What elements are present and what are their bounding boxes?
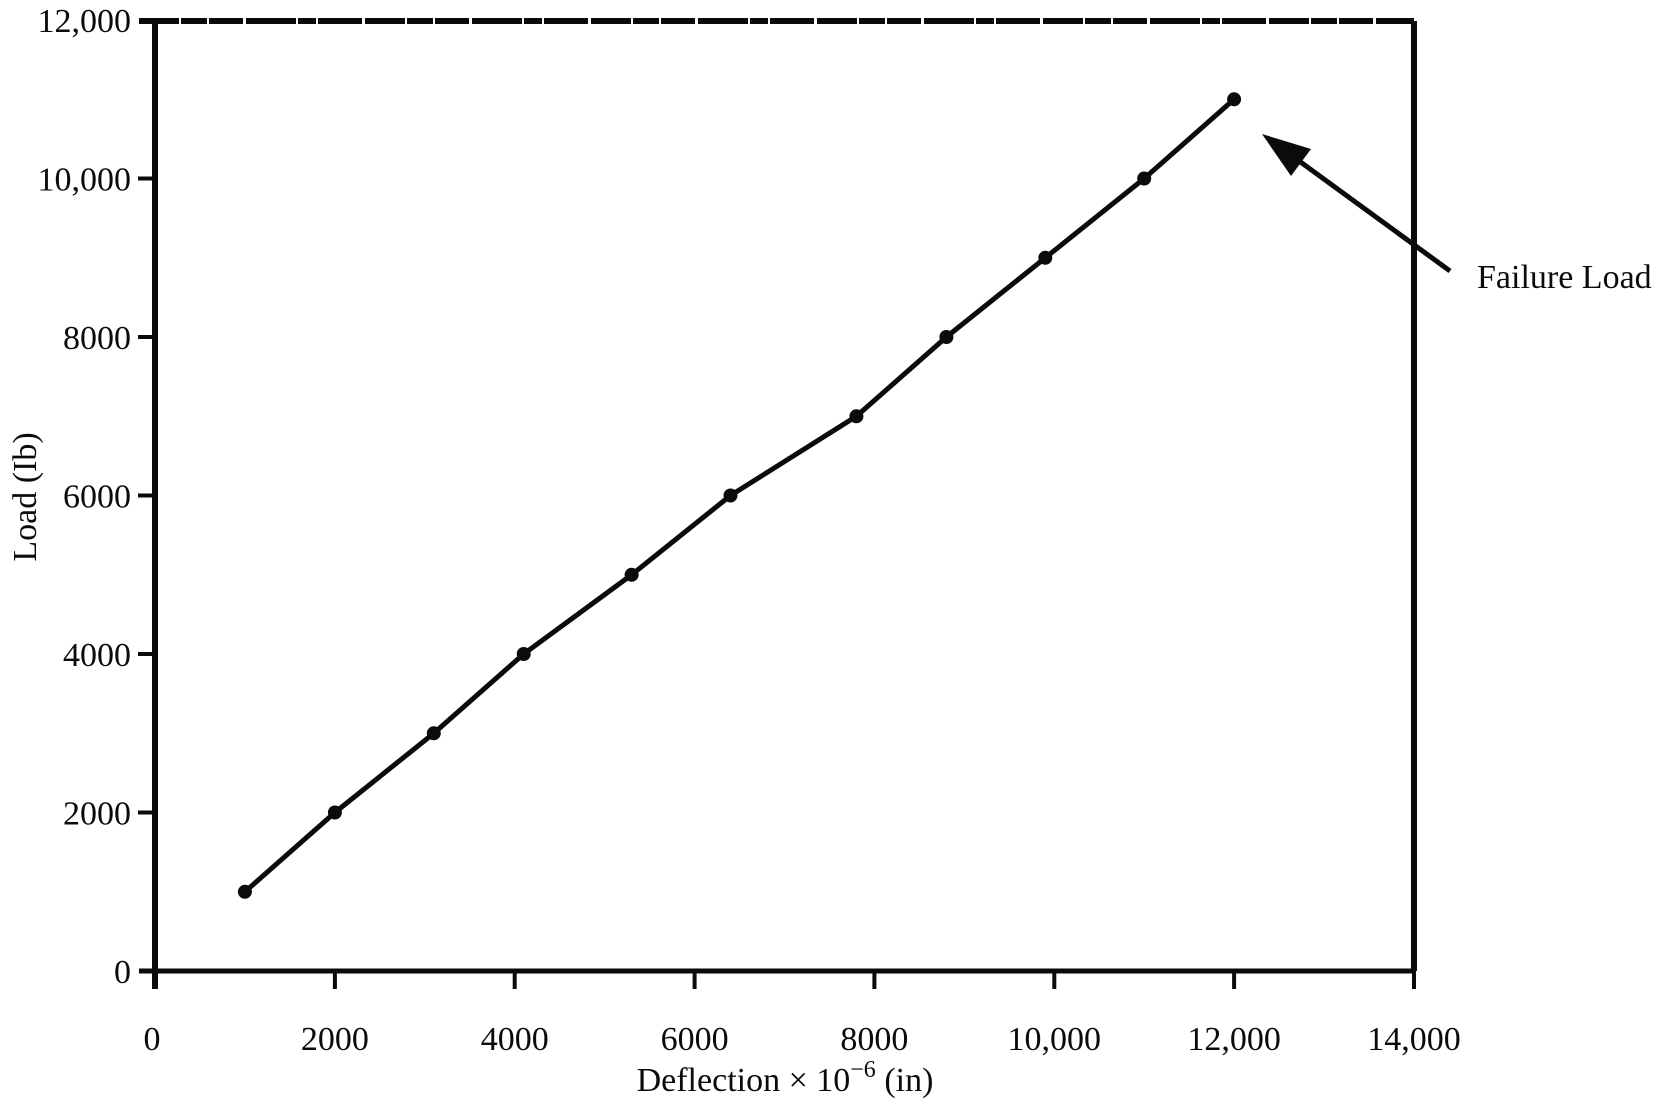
y-tick-label: 4000 xyxy=(63,637,131,674)
y-axis-title: Load (Ib) xyxy=(7,432,44,561)
x-tick-label: 8000 xyxy=(840,1021,908,1058)
data-point-marker xyxy=(723,488,738,503)
x-tick-label: 2000 xyxy=(301,1021,369,1058)
data-point-marker xyxy=(1137,171,1152,186)
y-tick-marks xyxy=(138,176,155,815)
x-axis-title-prefix: Deflection × 10 xyxy=(637,1062,851,1099)
failure-load-arrow xyxy=(1262,134,1452,274)
data-point-marker xyxy=(1227,92,1242,107)
x-axis-title-suffix: (in) xyxy=(876,1062,934,1099)
x-tick-label: 6000 xyxy=(661,1021,729,1058)
data-point-marker xyxy=(237,884,252,899)
data-point-marker xyxy=(939,330,954,344)
x-tick-label: 4000 xyxy=(481,1021,549,1058)
x-tick-label: 10,000 xyxy=(1008,1021,1102,1058)
data-point-marker xyxy=(1038,250,1053,265)
plot-frame xyxy=(139,18,1417,989)
x-tick-label: 0 xyxy=(144,1021,161,1058)
data-line xyxy=(242,96,1237,895)
x-axis-title-superscript: −6 xyxy=(850,1057,876,1083)
x-axis-title: Deflection × 10−6 (in) xyxy=(637,1057,934,1099)
data-point-marker xyxy=(426,726,441,741)
y-tick-label: 8000 xyxy=(63,320,131,357)
arrow-head-icon xyxy=(1262,134,1311,176)
y-tick-labels: 12,000 10,000 8000 6000 4000 2000 0 xyxy=(38,3,132,991)
y-tick-label: 12,000 xyxy=(38,3,132,40)
x-tick-marks xyxy=(332,971,1416,989)
data-point-marker xyxy=(849,409,864,424)
data-point-marker xyxy=(516,647,531,661)
data-point-marker xyxy=(624,567,639,582)
y-tick-label: 6000 xyxy=(63,479,131,516)
y-tick-label: 0 xyxy=(114,954,131,991)
failure-load-label: Failure Load xyxy=(1477,259,1652,296)
data-points xyxy=(237,92,1242,899)
y-tick-label: 10,000 xyxy=(38,162,132,199)
x-tick-label: 14,000 xyxy=(1367,1021,1461,1058)
x-tick-labels: 0 2000 4000 6000 8000 10,000 12,000 14,0… xyxy=(144,1021,1461,1058)
x-tick-label: 12,000 xyxy=(1187,1021,1281,1058)
data-point-marker xyxy=(327,805,342,820)
arrow-shaft xyxy=(1293,155,1452,274)
y-tick-label: 2000 xyxy=(63,796,131,833)
